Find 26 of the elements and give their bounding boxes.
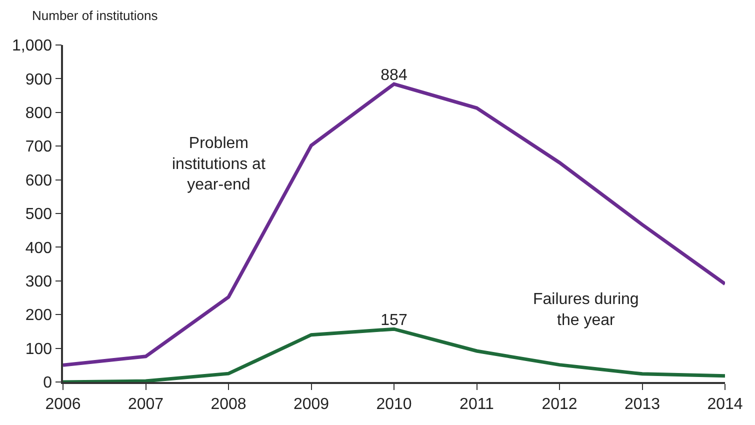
y-tick-label: 600 xyxy=(25,172,52,190)
y-tick-label: 400 xyxy=(25,240,52,257)
y-axis-title: Number of institutions xyxy=(32,8,158,23)
x-tick-label: 2011 xyxy=(460,396,494,413)
data-label: 157 xyxy=(380,312,408,330)
x-tick-label: 2010 xyxy=(376,396,412,413)
y-tick-label: 300 xyxy=(25,274,52,290)
y-tick-label: 700 xyxy=(25,138,52,156)
data-label: 884 xyxy=(380,67,408,84)
x-tick-label: 2007 xyxy=(128,396,164,413)
y-tick-label: 900 xyxy=(25,71,52,88)
y-tick-label: 1,000 xyxy=(12,38,52,55)
y-tick-label: 0 xyxy=(43,374,52,392)
series-label: Failures during the year xyxy=(533,291,639,329)
line-series xyxy=(63,82,725,367)
series-label: Problem institutions at year-end xyxy=(172,135,266,194)
x-tick-label: 2006 xyxy=(45,396,81,413)
x-tick-label: 2013 xyxy=(624,396,660,413)
y-tick-label: 500 xyxy=(25,206,52,224)
x-tick-label: 2012 xyxy=(542,396,578,413)
x-tick-label: 2009 xyxy=(293,396,330,413)
y-tick-label: 100 xyxy=(25,340,52,358)
y-tick-label: 200 xyxy=(25,307,52,324)
x-tick-label: 2014 xyxy=(707,396,743,413)
x-tick-label: 2008 xyxy=(210,396,246,413)
y-tick-label: 800 xyxy=(25,105,52,122)
